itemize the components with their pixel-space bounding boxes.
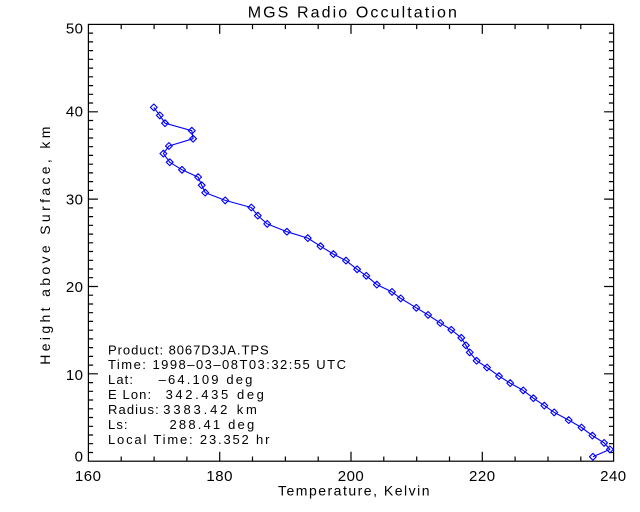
svg-text:30: 30	[66, 191, 84, 208]
svg-text:Height above Surface, km: Height above Surface, km	[37, 123, 53, 364]
svg-text:Lat:: Lat:	[108, 372, 134, 387]
svg-text:Local Time: 23.352 hr: Local Time: 23.352 hr	[108, 432, 271, 447]
svg-text:–64.109 deg: –64.109 deg	[159, 372, 255, 387]
svg-text:3383.42 km: 3383.42 km	[163, 402, 259, 417]
svg-text:Product: 8067D3JA.TPS: Product: 8067D3JA.TPS	[108, 342, 270, 357]
svg-text:220: 220	[469, 468, 496, 485]
svg-text:Radius:: Radius:	[108, 402, 160, 417]
svg-text:160: 160	[75, 468, 102, 485]
svg-text:240: 240	[600, 468, 627, 485]
svg-text:288.41 deg: 288.41 deg	[170, 417, 257, 432]
svg-text:10: 10	[66, 367, 84, 384]
svg-text:E Lon:: E Lon:	[108, 387, 152, 402]
svg-text:342.435 deg: 342.435 deg	[166, 387, 267, 402]
svg-text:0: 0	[75, 449, 84, 466]
svg-text:20: 20	[66, 279, 84, 296]
svg-text:200: 200	[338, 468, 365, 485]
svg-text:Temperature, Kelvin: Temperature, Kelvin	[278, 483, 431, 499]
svg-text:Time: 1998–03–08T03:32:55 UTC: Time: 1998–03–08T03:32:55 UTC	[108, 357, 347, 372]
svg-text:MGS Radio Occultation: MGS Radio Occultation	[248, 4, 459, 21]
svg-text:40: 40	[66, 104, 84, 121]
svg-text:Ls:: Ls:	[108, 417, 129, 432]
svg-text:50: 50	[66, 20, 84, 37]
svg-text:180: 180	[206, 468, 233, 485]
